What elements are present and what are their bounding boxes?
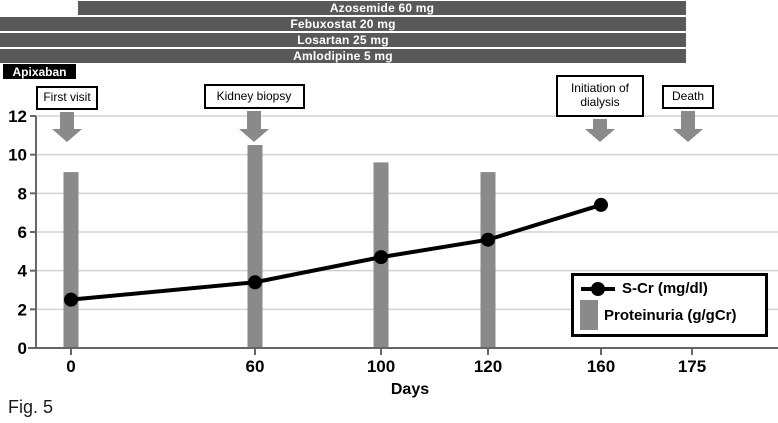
x-axis-title: Days (390, 381, 430, 398)
y-tick-label: 10 (8, 146, 27, 165)
line-marker-icon (581, 281, 615, 296)
event-box-death: Death (662, 85, 714, 109)
arrow-stem (247, 111, 261, 129)
arrow-stem (60, 112, 74, 129)
scr-point (374, 250, 388, 265)
y-tick-label: 0 (18, 339, 27, 358)
legend-label-scr: S-Cr (mg/dl) (622, 280, 708, 298)
y-tick-label: 4 (18, 262, 28, 281)
y-tick-label: 2 (18, 300, 27, 319)
x-tick-label: 100 (367, 357, 395, 376)
arrow-stem (593, 119, 607, 129)
x-tick-label: 160 (587, 357, 615, 376)
x-tick-label: 175 (678, 357, 706, 376)
medication-apixaban: Apixaban (3, 64, 76, 79)
y-tick-label: 12 (8, 107, 27, 126)
down-arrow-icon (52, 112, 82, 142)
arrow-head (239, 129, 269, 142)
medication-losartan-25-mg: Losartan 25 mg (0, 33, 686, 47)
x-tick-label: 60 (246, 357, 265, 376)
x-tick-label: 120 (474, 357, 502, 376)
scr-point (594, 197, 608, 212)
arrow-head (52, 129, 82, 142)
arrow-head (585, 129, 615, 142)
arrow-stem (681, 111, 695, 129)
medication-amlodipine-5-mg: Amlodipine 5 mg (0, 49, 686, 63)
arrow-head (673, 129, 703, 142)
y-tick-label: 8 (18, 184, 27, 203)
proteinuria-bar (63, 172, 79, 348)
medication-azosemide-60-mg: Azosemide 60 mg (78, 1, 686, 15)
x-tick-label: 0 (66, 357, 75, 376)
medication-febuxostat-20-mg: Febuxostat 20 mg (0, 17, 686, 31)
down-arrow-icon (585, 119, 615, 142)
scr-point (248, 275, 262, 290)
legend-label-proteinuria: Proteinuria (g/gCr) (604, 306, 737, 324)
legend-item-scr: S-Cr (mg/dl) (580, 280, 759, 298)
proteinuria-bar (480, 172, 496, 348)
down-arrow-icon (673, 111, 703, 142)
y-tick-label: 6 (18, 223, 27, 242)
legend-item-proteinuria: Proteinuria (g/gCr) (580, 300, 759, 331)
scr-point (64, 292, 78, 307)
scr-line (70, 203, 602, 302)
scr-point (481, 232, 495, 247)
down-arrow-icon (239, 111, 269, 142)
figure-caption: Fig. 5 (8, 397, 54, 417)
proteinuria-bar (247, 145, 263, 348)
event-box-first-visit: First visit (36, 86, 98, 110)
event-box-initiation-of-dialysis: Initiation of dialysis (556, 75, 644, 117)
event-box-kidney-biopsy: Kidney biopsy (203, 84, 305, 109)
bar-swatch-icon (580, 300, 598, 331)
legend: S-Cr (mg/dl) Proteinuria (g/gCr) (571, 273, 768, 337)
